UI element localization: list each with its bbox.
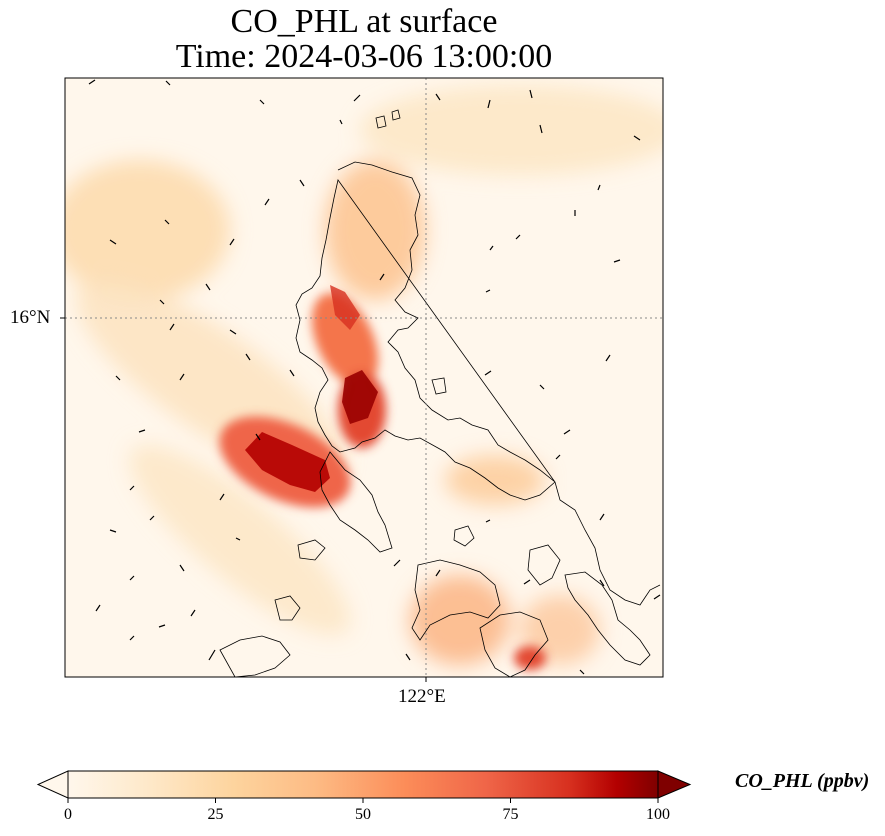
coastline-babuyan	[375, 109, 401, 129]
plume-bicol	[445, 455, 545, 505]
plume-central-luzon	[311, 293, 379, 387]
coastline-samar	[564, 571, 651, 666]
plume-luzon-north	[325, 160, 425, 300]
hotspot-manila	[245, 432, 330, 492]
coastline-polillo	[431, 377, 447, 395]
coastline-masbate	[527, 544, 561, 586]
plume-northwest	[65, 160, 230, 300]
title-line-1: CO_PHL at surface	[230, 3, 498, 40]
map-frame	[64, 77, 664, 678]
colorbar-label: CO_PHL (ppbv)	[735, 770, 870, 792]
coastline-palawan	[219, 635, 291, 677]
colorbar-tick-label: 50	[355, 806, 371, 823]
colorbar	[36, 770, 692, 803]
hotspot-north	[330, 285, 360, 330]
coastline-batangas	[319, 451, 393, 553]
hotspot-metro	[342, 370, 378, 424]
colorbar-gradient	[67, 770, 659, 799]
coastline-lubang	[297, 539, 326, 561]
coastline-luzon	[295, 161, 661, 606]
wind-vectors	[88, 79, 661, 675]
map-title: CO_PHL at surface Time: 2024-03-06 13:00…	[64, 4, 664, 74]
colorbar-tick-label: 25	[207, 806, 224, 823]
colorbar-min-extend	[36, 770, 69, 799]
plume-upper-arc	[360, 85, 663, 175]
wind-arrow	[88, 79, 661, 675]
coastline-mindoro	[411, 559, 501, 641]
colorbar-max-extend	[657, 770, 692, 799]
colorbar-tick-label: 100	[646, 806, 670, 823]
coastline-calamian	[274, 595, 301, 621]
coastlines	[219, 109, 661, 677]
plume-mindoro	[410, 575, 510, 665]
coastline-panay	[479, 611, 549, 677]
plume-visayas-hotspot	[514, 646, 546, 670]
colorbar-tick-label: 0	[64, 806, 72, 823]
colorbar-tick-label: 75	[502, 806, 519, 823]
title-line-2: Time: 2024-03-06 13:00:00	[175, 38, 553, 75]
map-panel	[60, 77, 664, 682]
coastline-marinduque	[453, 525, 475, 547]
latitude-label: 16°N	[10, 307, 51, 328]
concentration-field	[65, 85, 663, 670]
plume-southeast	[520, 595, 600, 665]
longitude-label: 122°E	[398, 686, 446, 707]
